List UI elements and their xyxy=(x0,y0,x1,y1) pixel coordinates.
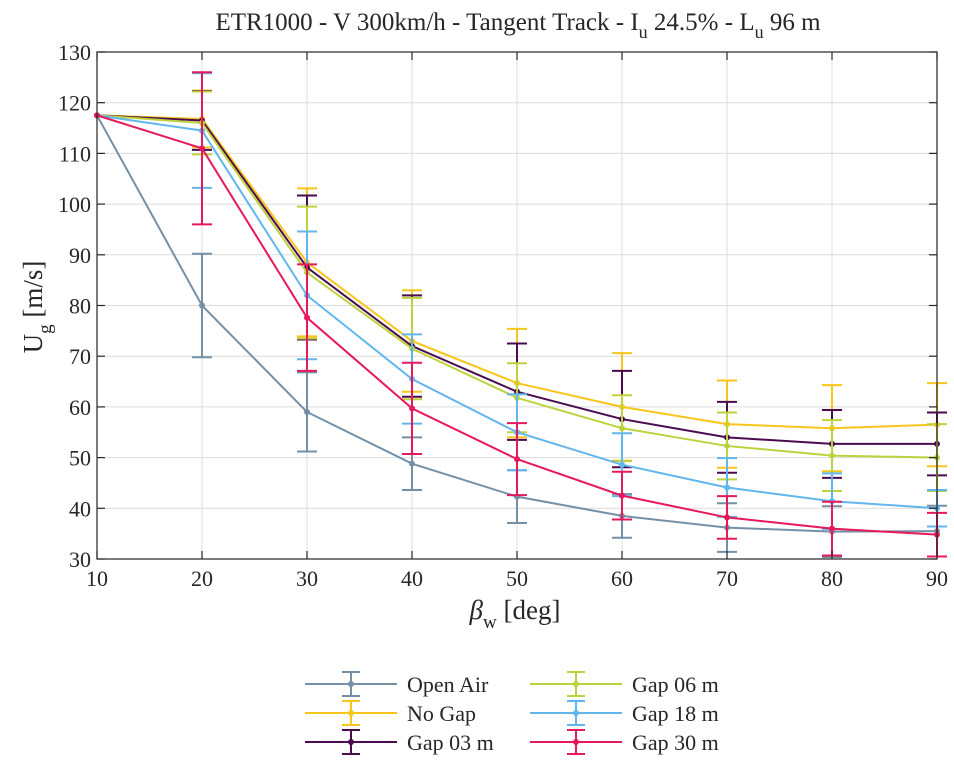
legend-item: Gap 06 m xyxy=(530,671,719,697)
x-tick-label: 20 xyxy=(191,566,213,591)
y-tick-label: 100 xyxy=(58,192,91,217)
y-tick-label: 110 xyxy=(59,141,91,166)
legend-item: No Gap xyxy=(305,700,476,726)
data-point xyxy=(514,456,520,463)
y-tick-label: 50 xyxy=(69,446,91,471)
x-tick-label: 30 xyxy=(296,566,318,591)
legend-item: Gap 03 m xyxy=(305,729,494,755)
data-point xyxy=(724,442,730,449)
data-point xyxy=(304,408,310,415)
data-point xyxy=(619,425,625,432)
x-axis-label: βw [deg] xyxy=(469,595,561,633)
chart-title: ETR1000 - V 300km/h - Tangent Track - Iu… xyxy=(215,9,821,42)
data-point xyxy=(409,460,415,467)
x-tick-label: 60 xyxy=(611,566,633,591)
y-tick-label: 40 xyxy=(69,496,91,521)
legend-label: Open Air xyxy=(407,672,489,697)
data-point xyxy=(619,461,625,468)
legend-label: No Gap xyxy=(407,701,476,726)
data-point xyxy=(409,405,415,412)
legend-label: Gap 30 m xyxy=(632,730,719,755)
data-point xyxy=(829,452,835,459)
x-tick-label: 90 xyxy=(926,566,948,591)
y-tick-label: 130 xyxy=(58,40,91,65)
x-tick-label: 50 xyxy=(506,566,528,591)
legend-label: Gap 18 m xyxy=(632,701,719,726)
ticks: 10 20 30 40 50 60 70 80 90 30 40 50 60 70 80 90 100 110 12… xyxy=(58,40,948,591)
y-tick-label: 70 xyxy=(69,344,91,369)
data-point xyxy=(304,314,310,321)
series-layer xyxy=(94,71,947,558)
y-tick-label: 80 xyxy=(69,294,91,319)
legend-item: Gap 18 m xyxy=(530,700,719,726)
data-point xyxy=(829,525,835,532)
x-tick-label: 70 xyxy=(716,566,738,591)
legend-item: Open Air xyxy=(305,671,489,697)
legend-label: Gap 06 m xyxy=(632,672,719,697)
legend: Open Air No Gap Gap 03 m Gap 06 m Gap 18 m Ga… xyxy=(297,663,747,758)
x-tick-label: 40 xyxy=(401,566,423,591)
series-gap-30-m xyxy=(94,71,947,558)
x-tick-label: 80 xyxy=(821,566,843,591)
series-gap-03-m xyxy=(94,90,947,479)
data-point xyxy=(199,145,205,152)
y-tick-label: 120 xyxy=(58,91,91,116)
data-point xyxy=(724,514,730,521)
data-point xyxy=(724,484,730,491)
y-axis-label: Ug [m/s] xyxy=(18,261,56,354)
y-tick-label: 60 xyxy=(69,395,91,420)
data-point xyxy=(619,492,625,499)
x-tick-label: 10 xyxy=(86,566,108,591)
data-point xyxy=(199,302,205,309)
series-gap-06-m xyxy=(94,90,947,493)
y-tick-label: 30 xyxy=(69,547,91,572)
y-tick-label: 90 xyxy=(69,243,91,268)
legend-label: Gap 03 m xyxy=(407,730,494,755)
legend-item: Gap 30 m xyxy=(530,729,719,755)
